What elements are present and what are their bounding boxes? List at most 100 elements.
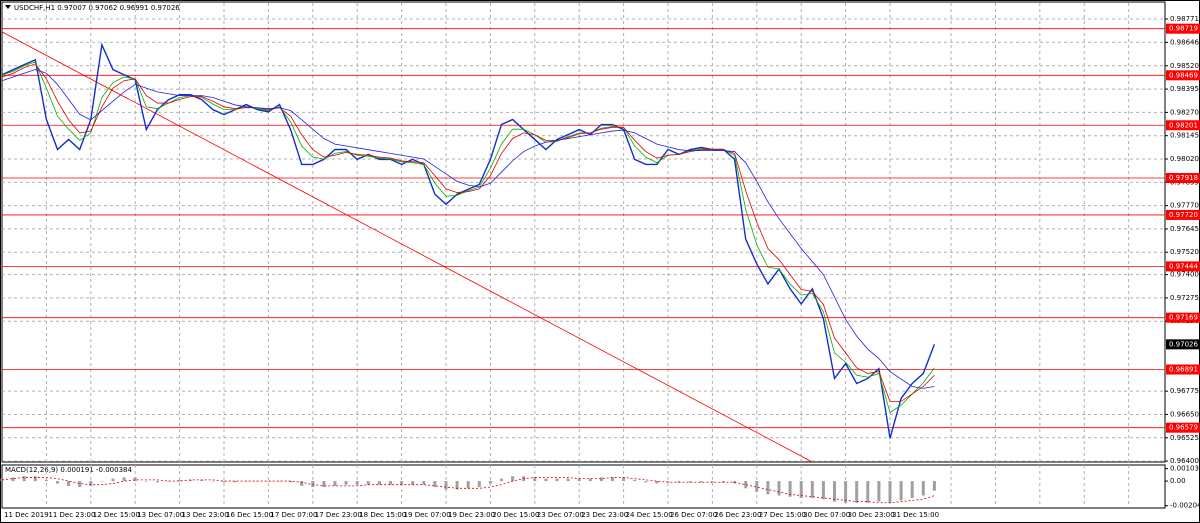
macd-bar xyxy=(289,481,293,483)
y-tick-label: 0.98020 xyxy=(1170,155,1199,163)
macd-bar xyxy=(477,481,481,488)
y-tick-label: 0.96775 xyxy=(1170,387,1199,395)
macd-bar xyxy=(78,481,82,488)
x-tick-label: 26 Dec 23:00 xyxy=(714,511,761,519)
macd-bar xyxy=(100,481,104,482)
level-label-box xyxy=(1166,422,1200,433)
macd-bar xyxy=(355,481,359,485)
macd-bar xyxy=(755,481,759,492)
y-tick-label: 0.97770 xyxy=(1170,202,1199,210)
macd-bar xyxy=(89,481,93,486)
x-tick-label: 17 Dec 23:00 xyxy=(315,511,362,519)
y-tick-label: 0.98520 xyxy=(1170,62,1199,70)
level-label-box xyxy=(1166,209,1200,220)
price-line xyxy=(1,61,935,414)
level-label-box xyxy=(1166,23,1200,34)
macd-bar xyxy=(211,481,215,482)
macd-bar xyxy=(599,477,603,482)
macd-bar xyxy=(633,479,637,482)
level-label: 0.97169 xyxy=(1169,314,1198,322)
y-tick-label: -0.002041 xyxy=(1170,502,1200,510)
macd-bar xyxy=(921,481,925,496)
macd-bar xyxy=(322,481,326,488)
macd-bar xyxy=(677,481,681,483)
x-tick-label: 30 Dec 23:00 xyxy=(848,511,895,519)
y-tick-label: 0.97645 xyxy=(1170,225,1199,233)
level-label: 0.97918 xyxy=(1169,174,1198,182)
macd-bar xyxy=(155,481,159,483)
x-tick-label: 20 Dec 15:00 xyxy=(492,511,539,519)
macd-bar xyxy=(821,481,825,500)
macd-bar xyxy=(222,481,226,483)
macd-bar xyxy=(744,481,748,489)
main-panel xyxy=(1,1,1166,463)
macd-bar xyxy=(622,477,626,482)
level-label: 0.97444 xyxy=(1169,262,1198,270)
x-tick-label: 13 Dec 23:00 xyxy=(182,511,229,519)
macd-bar xyxy=(844,481,848,503)
macd-bar xyxy=(11,477,15,482)
x-tick-label: 12 Dec 15:00 xyxy=(93,511,140,519)
x-tick-label: 27 Dec 15:00 xyxy=(759,511,806,519)
level-label: 0.98469 xyxy=(1169,71,1198,79)
macd-bar xyxy=(133,477,137,482)
macd-bar xyxy=(788,481,792,497)
x-tick-label: 17 Dec 07:00 xyxy=(270,511,317,519)
x-tick-label: 26 Dec 07:00 xyxy=(670,511,717,519)
macd-bar xyxy=(466,481,470,489)
macd-bar xyxy=(111,478,115,482)
level-label-box xyxy=(1166,261,1200,272)
macd-bar xyxy=(644,481,648,483)
macd-bar xyxy=(866,481,870,503)
macd-bar xyxy=(0,478,4,482)
macd-bar xyxy=(22,476,26,482)
macd-bar xyxy=(377,481,381,485)
y-tick-label: 0.98145 xyxy=(1170,132,1199,140)
macd-bar xyxy=(566,478,570,482)
macd-bar xyxy=(710,481,714,483)
x-tick-label: 16 Dec 15:00 xyxy=(226,511,273,519)
macd-bar xyxy=(888,481,892,503)
y-tick-label: 0.96525 xyxy=(1170,434,1199,442)
y-tick-label: 0.96650 xyxy=(1170,410,1199,418)
x-tick-label: 23 Dec 07:00 xyxy=(537,511,584,519)
macd-bar xyxy=(511,476,515,482)
macd-bar xyxy=(433,481,437,488)
macd-bar xyxy=(777,481,781,496)
macd-bar xyxy=(411,481,415,485)
price-line xyxy=(1,69,935,389)
macd-bar xyxy=(577,478,581,482)
y-tick-label: 0.00 xyxy=(1170,477,1186,485)
macd-bar xyxy=(311,481,315,488)
macd-bar xyxy=(444,481,448,490)
macd-bar xyxy=(500,478,503,482)
macd-bar xyxy=(233,481,237,483)
chart-title: USDCHF,H1 0.97007 0.97062 0.96991 0.9702… xyxy=(14,4,180,12)
macd-bar xyxy=(122,477,126,482)
macd-bar xyxy=(877,481,881,502)
macd-bar xyxy=(300,481,304,486)
macd-title: MACD(12,26,9) 0.000191 -0.000384 xyxy=(5,466,132,474)
macd-bar xyxy=(899,481,903,501)
macd-bar xyxy=(910,481,914,498)
macd-bar xyxy=(67,481,71,486)
macd-bar xyxy=(422,481,426,485)
y-tick-label: 0.98270 xyxy=(1170,108,1199,116)
macd-bar xyxy=(932,481,936,491)
price-line xyxy=(1,63,935,402)
macd-bar xyxy=(555,478,559,482)
macd-bar xyxy=(189,479,193,482)
y-tick-label: 0.97520 xyxy=(1170,248,1199,256)
last-price-box xyxy=(1166,339,1200,350)
macd-bar xyxy=(722,481,725,483)
x-tick-label: 11 Dec 2019 xyxy=(4,511,49,519)
macd-bar xyxy=(366,481,370,485)
x-tick-label: 13 Dec 07:00 xyxy=(137,511,184,519)
x-tick-label: 19 Dec 07:00 xyxy=(404,511,451,519)
y-tick-label: 0.98771 xyxy=(1170,15,1199,23)
menu-arrow xyxy=(5,5,11,9)
level-label: 0.98201 xyxy=(1169,121,1198,129)
macd-bar xyxy=(688,481,692,483)
